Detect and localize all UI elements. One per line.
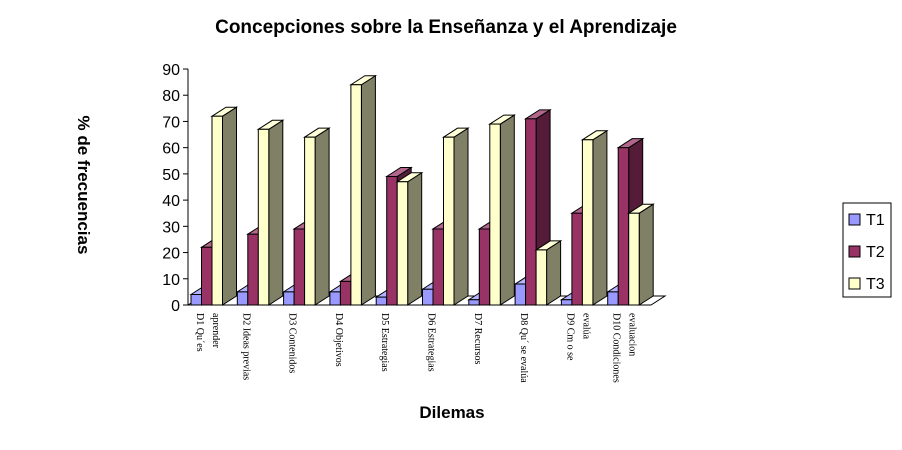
y-tick-label: 60 xyxy=(162,141,180,158)
x-tick-label: D5 Estrategias xyxy=(379,313,390,372)
bar-front xyxy=(339,280,352,306)
bar-t3-1 xyxy=(210,106,239,306)
legend-label-t2: T2 xyxy=(866,244,885,261)
x-tick-label: D1 Qu´es xyxy=(194,313,205,352)
bar-t3-10 xyxy=(626,203,655,306)
y-tick-labels: 0 10 20 30 40 50 60 70 80 90 xyxy=(162,62,180,315)
bar-front xyxy=(257,128,270,306)
bar-front xyxy=(468,299,480,306)
legend-label-t3: T3 xyxy=(866,276,885,293)
bar-front xyxy=(190,294,202,306)
bar-side xyxy=(638,203,654,306)
bar-front xyxy=(422,288,434,306)
bar-front xyxy=(247,233,259,306)
y-tick-label: 30 xyxy=(162,219,180,236)
bar-t3-3 xyxy=(302,127,331,306)
legend-swatch-t3 xyxy=(848,277,861,290)
bar-front xyxy=(386,176,398,306)
bar-side xyxy=(314,127,330,306)
x-tick-label: evalúa xyxy=(580,313,591,340)
x-tick-label: D10 Condiciones xyxy=(611,313,622,383)
x-tick-label: D8 Qu´ se evalúa xyxy=(518,313,529,383)
y-tick-label: 20 xyxy=(162,246,180,263)
bar-front xyxy=(514,283,527,306)
y-tick-label: 40 xyxy=(162,193,180,210)
bar-side xyxy=(360,74,376,306)
bar-t3-6 xyxy=(441,127,470,306)
bar-t3-9 xyxy=(580,129,609,306)
bar-front xyxy=(535,249,548,306)
bars xyxy=(189,74,655,306)
x-tick-label: D4 Objetivos xyxy=(333,313,344,367)
y-tick-label: 80 xyxy=(162,88,180,105)
bar-front xyxy=(201,246,213,306)
x-tick-label: aprender xyxy=(210,313,221,349)
bar-side xyxy=(499,114,515,306)
bar-front xyxy=(581,139,594,306)
bar-t3-4 xyxy=(349,74,378,306)
y-tick-label: 70 xyxy=(162,114,180,131)
bar-front xyxy=(293,228,306,306)
bar-t3-5 xyxy=(395,171,424,306)
bar-t3-2 xyxy=(256,119,285,306)
y-tick-label: 0 xyxy=(171,298,180,315)
bar-side xyxy=(453,127,469,306)
bar-front xyxy=(617,147,630,306)
bar-side xyxy=(592,129,608,306)
x-tick-labels: D1 Qu´es aprender D2 Ideas previas D3 Conte… xyxy=(194,313,638,383)
bar-front xyxy=(628,212,640,306)
bar-front xyxy=(525,118,537,306)
legend-label-t1: T1 xyxy=(866,212,885,229)
bar-front xyxy=(236,291,249,306)
x-tick-label: D9 Cm o se xyxy=(564,313,575,361)
bar-front xyxy=(329,291,341,306)
chart-title: Concepciones sobre la Enseñanza y el Apr… xyxy=(215,17,677,38)
bar-front xyxy=(478,228,491,306)
x-tick-label: D2 Ideas previas xyxy=(240,313,251,380)
bar-front xyxy=(211,115,223,306)
bar-t3-8 xyxy=(534,240,563,306)
x-tick-label: D6 Estrategias xyxy=(426,313,437,372)
x-tick-label: D3 Contenidos xyxy=(287,313,298,373)
bar-front xyxy=(607,291,619,306)
legend: T1 T2 T3 xyxy=(842,202,892,298)
y-tick-label: 90 xyxy=(162,62,180,79)
y-tick-label: 50 xyxy=(162,167,180,184)
bar-front xyxy=(432,228,444,306)
legend-swatch-t1 xyxy=(848,213,861,226)
bar-front xyxy=(350,84,362,306)
bar-side xyxy=(546,240,562,306)
x-tick-label: D7 Recursos xyxy=(472,313,483,364)
legend-swatch-t2 xyxy=(848,245,861,258)
bar-side xyxy=(268,119,284,306)
bar-side xyxy=(222,106,237,306)
bar-front xyxy=(489,123,501,306)
bar-front xyxy=(571,212,583,306)
bar-side xyxy=(407,171,423,306)
y-tick-label: 10 xyxy=(162,272,180,289)
y-axis-title: % de frecuencias xyxy=(74,116,93,255)
bar-front xyxy=(396,181,409,306)
x-axis-title: Dilemas xyxy=(419,403,484,422)
bar-front xyxy=(283,291,295,306)
bar-front xyxy=(443,136,455,306)
bar-front xyxy=(560,299,573,306)
bar-front xyxy=(304,136,316,306)
x-tick-label: evaluacion xyxy=(627,313,638,356)
bar-t3-7 xyxy=(488,114,517,306)
bar-front xyxy=(375,296,388,306)
